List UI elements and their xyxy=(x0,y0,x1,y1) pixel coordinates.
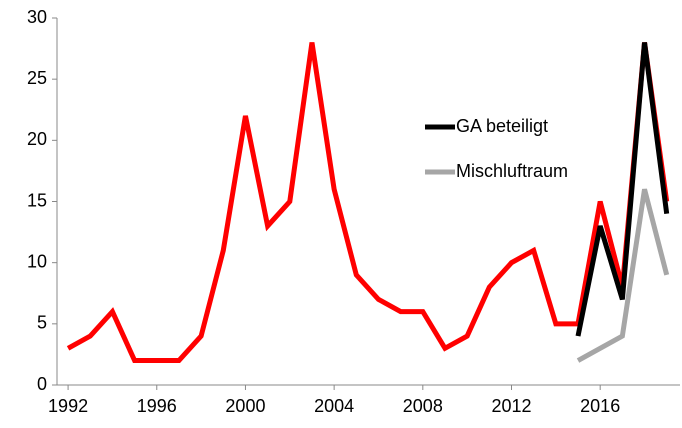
y-tick-label: 10 xyxy=(27,251,47,271)
series-line xyxy=(66,42,670,364)
legend-label: GA beteiligt xyxy=(456,116,548,136)
y-tick-label: 20 xyxy=(27,129,47,149)
y-tick-label: 30 xyxy=(27,7,47,27)
x-tick-label: 1996 xyxy=(137,396,177,416)
y-tick-label: 5 xyxy=(37,313,47,333)
x-tick-label: 2004 xyxy=(314,396,354,416)
x-tick-label: 2000 xyxy=(225,396,265,416)
x-tick-label: 1992 xyxy=(48,396,88,416)
series-line xyxy=(576,188,670,363)
y-tick-label: 25 xyxy=(27,68,47,88)
series-line xyxy=(575,42,670,337)
legend-label: Mischluftraum xyxy=(456,161,568,181)
y-tick-label: 15 xyxy=(27,190,47,210)
x-tick-label: 2008 xyxy=(403,396,443,416)
x-tick-label: 2016 xyxy=(580,396,620,416)
y-tick-label: 0 xyxy=(37,374,47,394)
x-tick-label: 2012 xyxy=(491,396,531,416)
